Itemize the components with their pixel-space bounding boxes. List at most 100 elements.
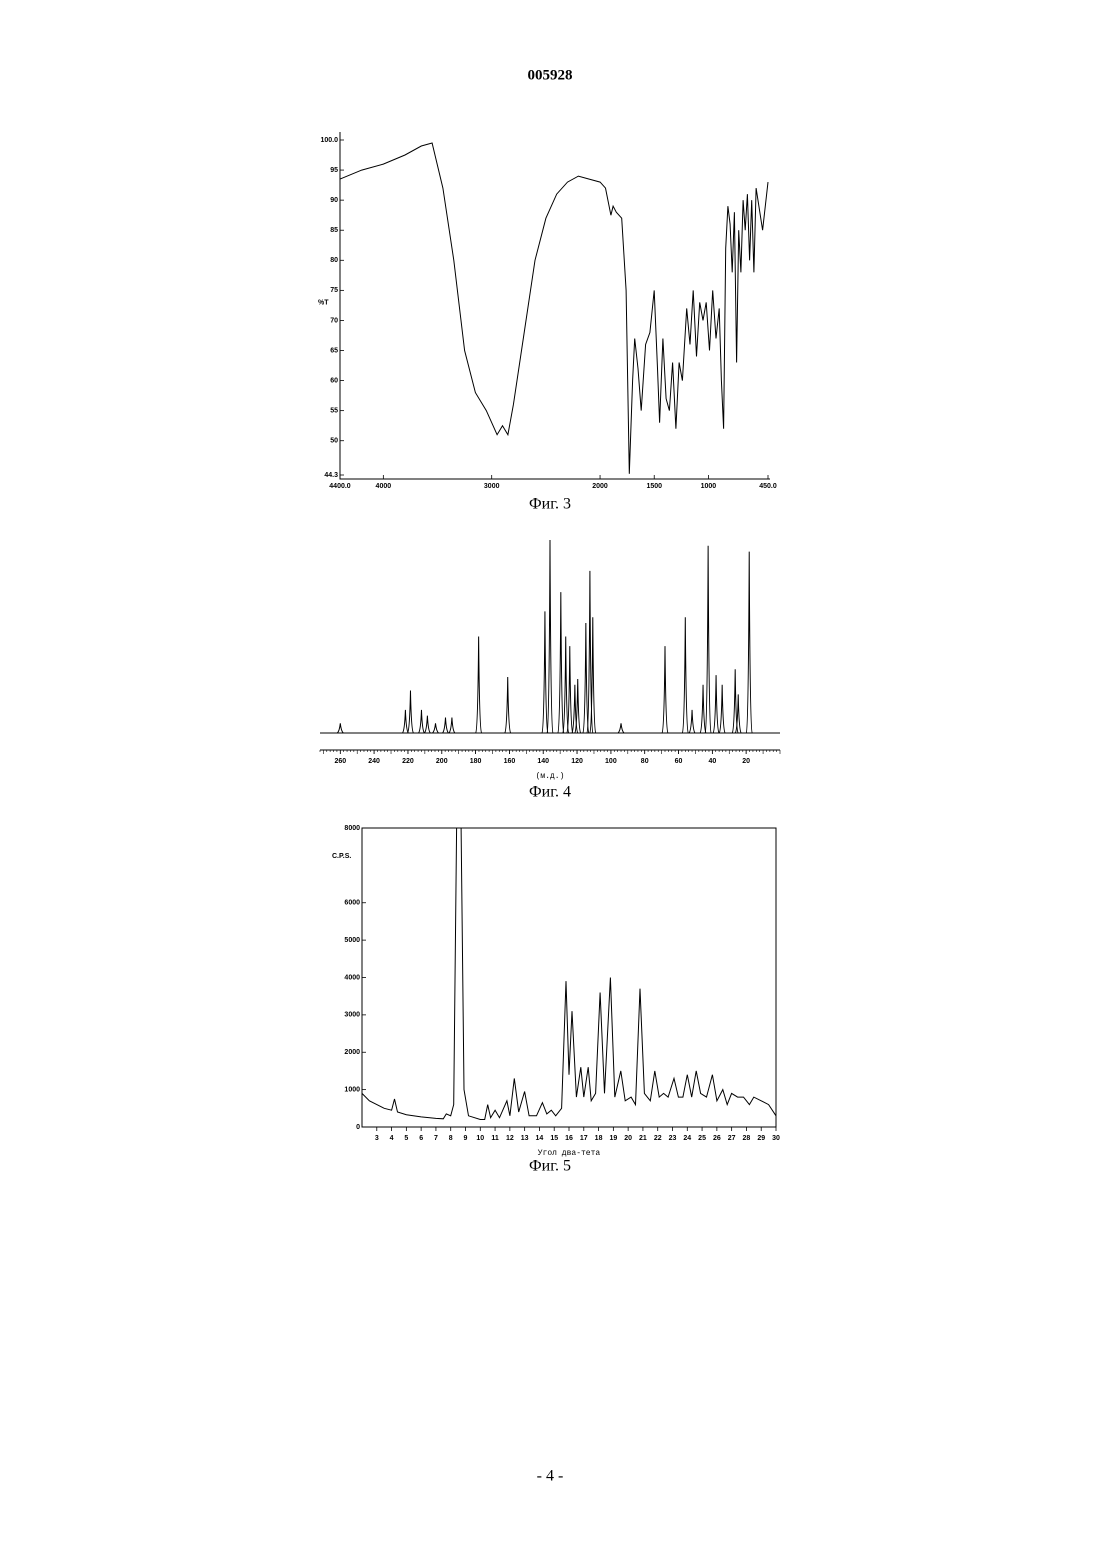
peak (407, 691, 413, 733)
peak (705, 546, 711, 733)
peak (558, 592, 564, 733)
peak (700, 685, 706, 733)
x-tick-label: 240 (368, 758, 380, 765)
y-tick-label: 5000 (344, 937, 360, 944)
x-tick-label: 17 (580, 1135, 588, 1142)
x-tick-label: 5 (404, 1135, 408, 1142)
y-tick-label: 65 (330, 347, 338, 354)
x-tick-label: 60 (675, 758, 683, 765)
figure-caption: Фиг. 5 (529, 1158, 571, 1175)
y-tick-label: 60 (330, 377, 338, 384)
x-tick-label: 100 (605, 758, 617, 765)
x-tick-label: 19 (609, 1135, 617, 1142)
x-tick-label: 24 (683, 1135, 691, 1142)
y-tick-label: 70 (330, 317, 338, 324)
spectrum-line (362, 828, 776, 1120)
peak (662, 646, 668, 733)
y-tick-label: 90 (330, 197, 338, 204)
x-tick-label: 160 (504, 758, 516, 765)
page: 005928 - 4 - Фиг. 34400.0400030002000150… (0, 0, 1100, 1556)
x-tick-label: 22 (654, 1135, 662, 1142)
x-tick-label: 18 (595, 1135, 603, 1142)
x-axis-label: (м.д.) (536, 772, 565, 781)
peak (618, 723, 624, 733)
peak (424, 716, 430, 733)
x-tick-label: 23 (669, 1135, 677, 1142)
x-tick-label: 16 (565, 1135, 573, 1142)
x-tick-label: 220 (402, 758, 414, 765)
x-tick-label: 8 (449, 1135, 453, 1142)
x-tick-label: 2000 (592, 483, 608, 490)
figure-caption: Фиг. 3 (529, 496, 571, 513)
y-tick-label: 2000 (344, 1049, 360, 1056)
peak (563, 637, 569, 734)
y-axis-label: C.P.S. (332, 853, 351, 860)
x-tick-label: 180 (470, 758, 482, 765)
y-tick-label: 8000 (344, 825, 360, 832)
x-tick-label: 4400.0 (329, 483, 351, 490)
x-tick-label: 30 (772, 1135, 780, 1142)
spectrum-line (340, 143, 768, 474)
x-tick-label: 3 (375, 1135, 379, 1142)
peak (547, 540, 553, 733)
document: 005928 - 4 - Фиг. 34400.0400030002000150… (0, 0, 1100, 1556)
x-tick-label: 20 (742, 758, 750, 765)
peak (433, 723, 439, 733)
y-tick-label: 44.3 (324, 472, 338, 479)
x-tick-label: 9 (464, 1135, 468, 1142)
x-tick-label: 20 (624, 1135, 632, 1142)
y-tick-label: 4000 (344, 974, 360, 981)
header: 005928 (528, 67, 573, 83)
x-tick-label: 7 (434, 1135, 438, 1142)
peak (746, 552, 752, 733)
y-tick-label: 6000 (344, 900, 360, 907)
peak (418, 710, 424, 733)
x-tick-label: 28 (743, 1135, 751, 1142)
y-tick-label: 1000 (344, 1086, 360, 1093)
x-tick-label: 120 (571, 758, 583, 765)
x-tick-label: 26 (713, 1135, 721, 1142)
y-tick-label: 50 (330, 438, 338, 445)
figure-caption: Фиг. 4 (529, 784, 571, 801)
x-tick-label: 80 (641, 758, 649, 765)
x-tick-label: 200 (436, 758, 448, 765)
x-tick-label: 10 (476, 1135, 484, 1142)
x-tick-label: 29 (757, 1135, 765, 1142)
x-tick-label: 450.0 (759, 483, 777, 490)
x-axis-label: Угол два-тета (538, 1149, 601, 1158)
page-number: - 4 - (537, 1468, 564, 1485)
y-tick-label: 95 (330, 167, 338, 174)
x-tick-label: 40 (708, 758, 716, 765)
y-tick-label: 85 (330, 227, 338, 234)
peak (442, 718, 448, 733)
x-tick-label: 3000 (484, 483, 500, 490)
x-tick-label: 4000 (376, 483, 392, 490)
x-tick-label: 1500 (646, 483, 662, 490)
peak (689, 710, 695, 733)
peak (476, 637, 482, 734)
y-tick-label: 75 (330, 287, 338, 294)
y-tick-label: 0 (356, 1124, 360, 1131)
y-axis-label: %T (318, 299, 329, 306)
y-tick-label: 100.0 (320, 137, 338, 144)
peak (542, 611, 548, 733)
y-tick-label: 55 (330, 407, 338, 414)
x-tick-label: 13 (521, 1135, 529, 1142)
x-tick-label: 14 (536, 1135, 544, 1142)
x-tick-label: 1000 (701, 483, 717, 490)
x-tick-label: 12 (506, 1135, 514, 1142)
peak (449, 718, 455, 733)
peak (337, 723, 343, 733)
peak (505, 677, 511, 733)
peak (402, 710, 408, 733)
x-tick-label: 25 (698, 1135, 706, 1142)
y-tick-label: 80 (330, 257, 338, 264)
peak (713, 675, 719, 733)
x-tick-label: 260 (334, 758, 346, 765)
x-tick-label: 140 (537, 758, 549, 765)
x-tick-label: 6 (419, 1135, 423, 1142)
x-tick-label: 15 (550, 1135, 558, 1142)
peak (719, 685, 725, 733)
x-tick-label: 11 (491, 1135, 499, 1142)
peak (682, 617, 688, 733)
